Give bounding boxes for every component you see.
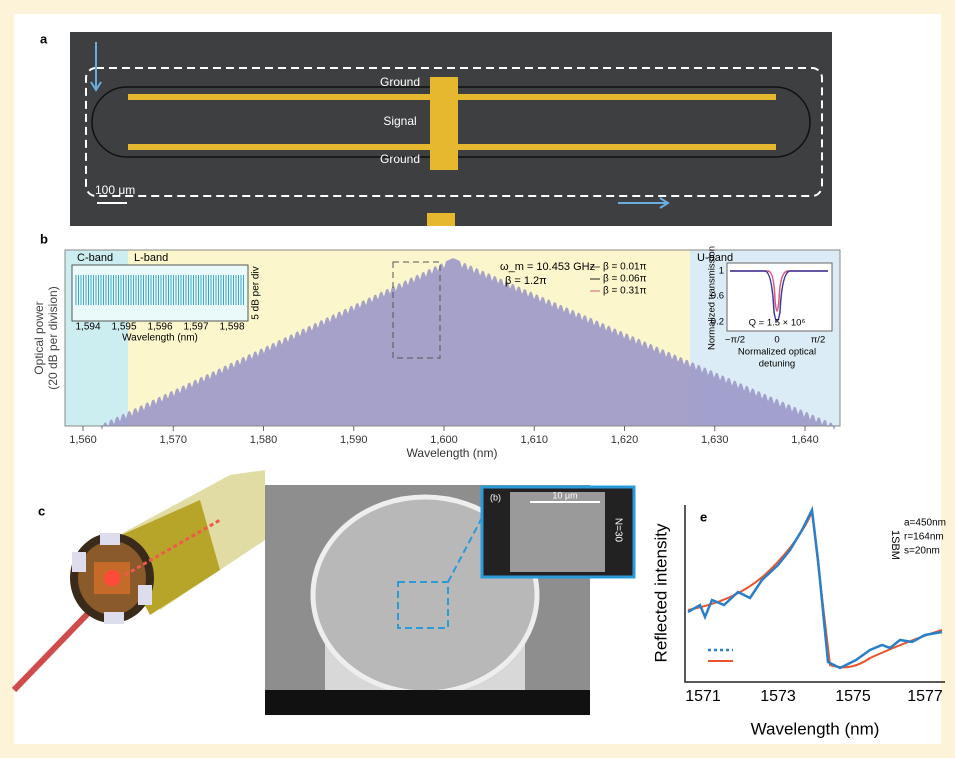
annotation: a=450nm: [904, 518, 946, 529]
axis-title: Wavelength (nm): [122, 333, 198, 344]
axis-title: 5 dB per div: [251, 266, 262, 319]
tick-label: 1,640: [791, 434, 819, 446]
reflection-plot: [684, 505, 945, 683]
panel-label: a: [40, 31, 48, 46]
band-label: U-band: [697, 252, 733, 264]
legend-entry: β = 0.06π: [603, 274, 647, 285]
tick-label: 1,600: [430, 434, 458, 446]
annotation: r=164nm: [904, 532, 944, 543]
micrograph: [70, 32, 832, 226]
spectrum-plot: [64, 249, 841, 431]
tick-label: 1,590: [340, 434, 368, 446]
tick-label: −π/2: [725, 335, 745, 346]
annotation: β = 1.2π: [505, 275, 547, 287]
tick-label: 1,597: [183, 322, 208, 333]
tick-label: 1,594: [75, 322, 100, 333]
fiber-illustration: [11, 470, 265, 693]
tick-label: 0.6: [711, 291, 724, 302]
tick-label: 1571: [685, 688, 721, 705]
tick-label: 1,596: [147, 322, 172, 333]
axis-title: Wavelength (nm): [407, 446, 498, 460]
band-label: L-band: [134, 252, 168, 264]
tick-label: 0.2: [711, 317, 724, 328]
axis-title: detuning: [759, 359, 795, 370]
tick-label: 1,570: [159, 434, 187, 446]
axis-title: (20 dB per division): [46, 286, 60, 389]
scale-label: 100 μm: [95, 183, 135, 197]
panel-label: e: [700, 509, 707, 524]
panel-label: b: [40, 231, 48, 246]
tick-label: 1,610: [520, 434, 548, 446]
annotation: s=20nm: [904, 546, 940, 557]
tick-label: 1,598: [219, 322, 244, 333]
tick-label: 1577: [907, 688, 943, 705]
tick-label: π/2: [811, 335, 825, 346]
axis-title: Wavelength (nm): [751, 719, 880, 738]
legend-entry: β = 0.31π: [603, 286, 647, 297]
tick-label: 1: [719, 266, 724, 277]
axis-title: Normalized transmission: [707, 246, 718, 350]
annotation: 1SBM: [889, 530, 901, 560]
label: Ground: [380, 152, 420, 166]
tick-label: 1,595: [111, 322, 136, 333]
legend-entry: β = 0.01π: [603, 262, 647, 273]
panel-label: c: [38, 503, 45, 518]
axis-title: Optical power: [32, 301, 46, 374]
label: Ground: [380, 75, 420, 89]
annotation: N=30: [612, 518, 623, 543]
band-label: C-band: [77, 252, 113, 264]
label: Signal: [383, 114, 416, 128]
scale-label: 10 μm: [552, 490, 577, 500]
tick-label: 0: [774, 335, 779, 346]
annotation: ω_m = 10.453 GHz: [500, 261, 595, 273]
tick-label: 1573: [760, 688, 796, 705]
inset-label: (b): [490, 492, 501, 502]
tick-label: 1,620: [611, 434, 639, 446]
tick-label: 1,630: [701, 434, 729, 446]
tick-label: 1,580: [250, 434, 278, 446]
axis-title: Reflected intensity: [651, 523, 670, 662]
axis-title: Normalized optical: [738, 347, 816, 358]
annotation: Q = 1.5 × 10⁶: [749, 318, 806, 329]
sem-image: [265, 485, 636, 715]
tick-label: 1575: [835, 688, 871, 705]
tick-label: 1,560: [69, 434, 97, 446]
